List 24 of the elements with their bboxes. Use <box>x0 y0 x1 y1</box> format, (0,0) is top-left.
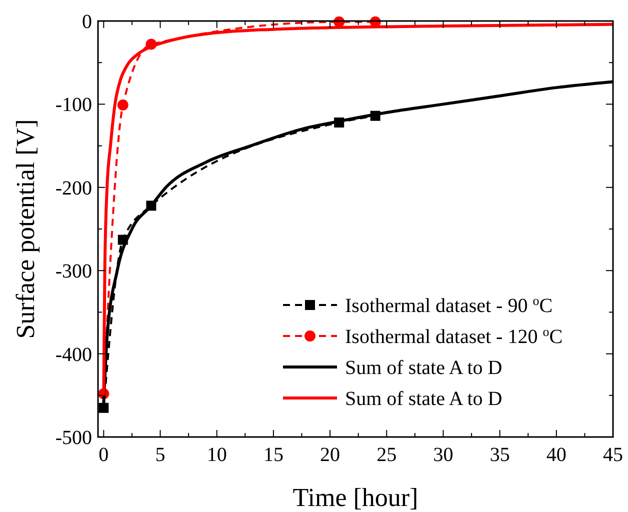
x-tick-label: 15 <box>263 444 284 466</box>
y-axis-title: Surface potential [V] <box>11 119 40 339</box>
point <box>117 100 128 111</box>
legend-label: Isothermal dataset - 90 $^{o}$C <box>345 292 553 317</box>
legend-label: Sum of state A to D <box>345 357 502 379</box>
x-tick-label: 0 <box>98 444 109 466</box>
x-tick-label: 5 <box>155 444 166 466</box>
legend-label: Sum of state A to D <box>345 388 502 410</box>
x-tick-label: 20 <box>320 444 340 466</box>
x-tick-label: 30 <box>433 444 454 466</box>
x-axis-title: Time [hour] <box>292 483 418 512</box>
x-tick-label: 35 <box>490 444 510 466</box>
y-tick-label: -100 <box>55 94 92 116</box>
y-tick-label: -200 <box>55 177 92 200</box>
x-tick-label: 10 <box>206 444 227 466</box>
x-tick-label: 45 <box>603 444 623 466</box>
x-tick-label: 25 <box>376 444 397 466</box>
y-tick-label: -300 <box>55 260 92 283</box>
x-tick-label: 40 <box>546 444 566 466</box>
point <box>98 402 109 413</box>
legend-label: Isothermal dataset - 120 $^{o}$C <box>345 324 563 348</box>
y-tick-label: -400 <box>55 344 92 366</box>
y-tick-label: -500 <box>55 427 92 449</box>
y-tick-label: 0 <box>82 11 92 33</box>
